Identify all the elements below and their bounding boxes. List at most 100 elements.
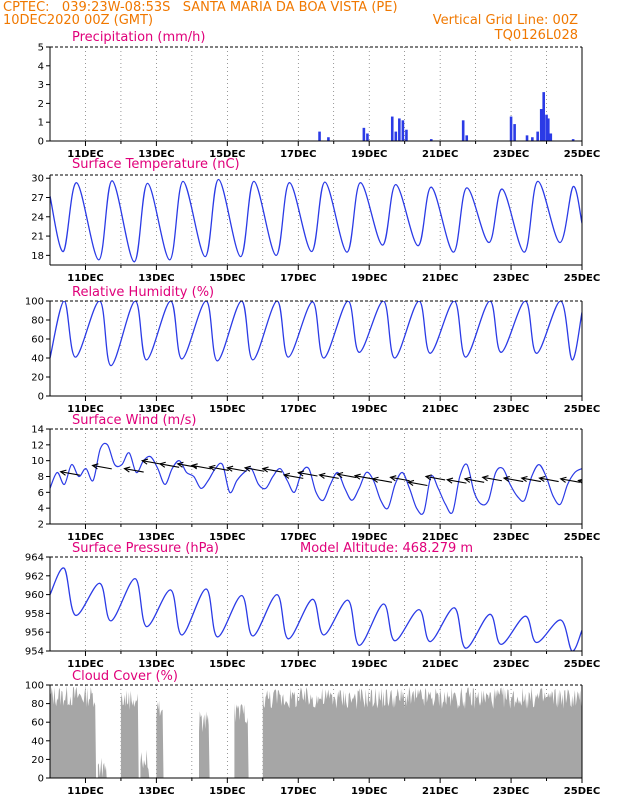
cloud-xtick-label: 23DEC [493, 786, 529, 797]
precip-bar [536, 131, 539, 141]
wind-arrow [425, 475, 446, 481]
wind-arrow-head [226, 465, 234, 472]
cloud-xtick-label: 19DEC [351, 786, 387, 797]
pressure-xtick-label: 21DEC [422, 659, 458, 670]
humidity-xtick-label: 25DEC [564, 404, 600, 415]
temperature-xtick-label: 17DEC [280, 273, 316, 284]
cloud-xtick-label: 21DEC [422, 786, 458, 797]
cloud-ytick-label: 60 [31, 718, 44, 729]
precip-bar [327, 137, 330, 141]
precip-bar [611, 130, 614, 141]
wind-arrow-head [261, 466, 269, 473]
wind-arrow [142, 460, 162, 465]
temperature-panel: 18 21 24 27 30 11DEC 13DEC 15DEC 17DEC 19DEC 21DEC… [31, 174, 600, 284]
humidity-series-line [50, 301, 582, 367]
precip-ytick-label: 2 [38, 99, 44, 110]
wind-arrow [464, 478, 485, 483]
precip-bar [465, 135, 469, 141]
temperature-title: Surface Temperature (nC) [72, 157, 240, 172]
pressure-data [50, 567, 582, 651]
wind-arrow-head [371, 476, 379, 483]
wind-xtick-label: 21DEC [422, 532, 458, 543]
humidity-ytick-label: 20 [31, 373, 44, 384]
pressure-xtick-label: 23DEC [493, 659, 529, 670]
wind-arrow [124, 468, 144, 473]
precip-bar [602, 135, 605, 141]
wind-arrow [191, 464, 212, 470]
pressure-ytick-label: 954 [25, 647, 44, 658]
wind-arrow [354, 475, 375, 480]
cloud-xtick-label: 25DEC [564, 786, 600, 797]
humidity-xtick-label: 19DEC [351, 404, 387, 415]
header-run-date: 10DEC2020 00Z (GMT) [3, 13, 153, 28]
humidity-xtick-label: 11DEC [67, 404, 103, 415]
cloud-xtick-label: 17DEC [280, 786, 316, 797]
humidity-xtick-label: 21DEC [422, 404, 458, 415]
precip-bar [509, 116, 513, 141]
temperature-ytick-label: 27 [31, 193, 44, 204]
wind-arrow-head [176, 461, 184, 468]
humidity-title: Relative Humidity (%) [72, 285, 214, 300]
wind-ytick-label: 6 [38, 488, 44, 499]
wind-arrow-head [208, 464, 216, 471]
temperature-xtick-label: 15DEC [209, 273, 245, 284]
wind-arrow [159, 463, 180, 468]
wind-arrow-head [243, 465, 251, 472]
precip-bar [513, 124, 516, 141]
precip-xtick-label: 21DEC [422, 149, 458, 160]
wind-xtick-label: 25DEC [564, 532, 600, 543]
precip-bar [549, 133, 553, 141]
wind-arrow-head [282, 472, 291, 479]
precip-bar [390, 116, 394, 141]
wind-arrow [560, 478, 581, 483]
cloud-cover-area [120, 690, 139, 778]
wind-arrow [521, 477, 542, 483]
precip-bar [405, 129, 408, 141]
wind-arrow [92, 464, 112, 470]
cloud-ytick-label: 40 [31, 736, 44, 747]
cloud-ytick-label: 20 [31, 755, 44, 766]
wind-arrow [447, 479, 467, 484]
precip-bar [398, 118, 401, 141]
wind-ytick-label: 8 [38, 472, 44, 483]
humidity-ytick-label: 60 [31, 335, 44, 346]
wind-arrow-head [502, 475, 510, 483]
cloud-cover-area [199, 711, 210, 778]
precip-panel: 0 1 2 3 4 5 11DEC 13DEC 15DEC 17DEC 19DEC 21DEC 23DE… [38, 43, 614, 161]
precip-bar [571, 139, 575, 141]
precip-ytick-label: 1 [38, 118, 44, 129]
precip-ytick-label: 0 [38, 137, 44, 148]
cloud-cover-area [140, 749, 150, 778]
precip-bar [401, 120, 405, 141]
temperature-xtick-label: 25DEC [564, 273, 600, 284]
humidity-xtick-label: 23DEC [493, 404, 529, 415]
wind-arrow-head [336, 471, 344, 479]
precip-bar [318, 131, 321, 141]
pressure-ytick-label: 962 [25, 571, 44, 582]
cloud-xtick-label: 13DEC [138, 786, 174, 797]
pressure-xtick-label: 15DEC [209, 659, 245, 670]
humidity-xtick-label: 13DEC [138, 404, 174, 415]
wind-arrow [262, 468, 283, 473]
wind-xtick-label: 13DEC [138, 532, 174, 543]
precip-bar [362, 127, 366, 141]
pressure-xtick-label: 17DEC [280, 659, 316, 670]
humidity-ytick-label: 40 [31, 354, 44, 365]
wind-arrow [600, 474, 618, 477]
wind-arrow [482, 476, 502, 482]
wind-ytick-label: 10 [31, 456, 44, 467]
wind-arrow-head [406, 479, 415, 487]
wind-arrow [539, 477, 559, 483]
wind-data [50, 442, 618, 515]
wind-ytick-label: 14 [31, 425, 44, 436]
header-station: CPTEC: 039:23W-08:53S SANTA MARIA DA BOA… [3, 0, 398, 15]
wind-arrow [408, 481, 428, 487]
precip-bar [525, 135, 529, 141]
precip-data [318, 92, 614, 141]
wind-arrow-head [424, 474, 432, 481]
temperature-xtick-label: 21DEC [422, 273, 458, 284]
humidity-xtick-label: 15DEC [209, 404, 245, 415]
wind-arrow [503, 477, 524, 483]
precip-xtick-label: 17DEC [280, 149, 316, 160]
precip-bar [547, 118, 550, 141]
